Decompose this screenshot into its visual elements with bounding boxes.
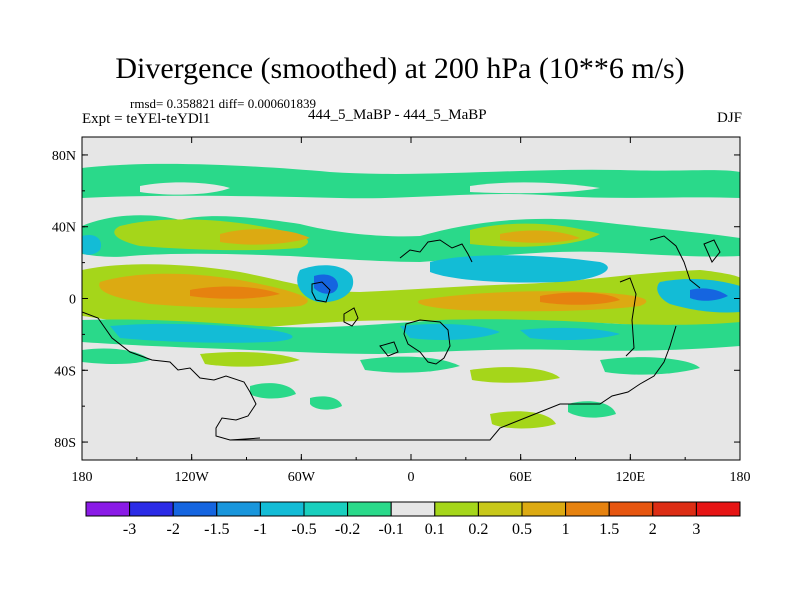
coast-asia-east [649,235,701,289]
patch-south-3 [360,356,460,373]
colorbar-label: 2 [649,521,657,538]
divergence-field [82,137,740,460]
colorbar-swatch [521,501,567,517]
colorbar-label: -3 [123,521,136,538]
patch-south-7 [310,396,342,410]
coast-antarctica-australia [230,325,677,441]
rmsd-diff-stats: rmsd= 0.358821 diff= 0.000601839 [130,96,316,111]
coast-south-america [82,311,261,441]
patch-south-2 [200,352,300,367]
colorbar-labels: -3 -2 -1.5 -1 -0.5 -0.2 -0.1 0.1 0.2 0.5 1 1.5 2 3 [123,521,700,538]
coast-southeast-asia [619,277,637,357]
patch-south-1 [82,348,150,364]
lon-label: 60E [509,470,532,485]
band-subtrop-north-orange-1 [220,229,310,245]
colorbar-swatch [129,501,174,517]
patch-south-8 [490,411,556,429]
coastlines [82,235,721,441]
colorbar-swatch [259,501,305,517]
colorbar-swatch [434,501,479,517]
colorbar-swatch [347,501,392,517]
band-south-blue-3 [520,327,620,341]
colorbar-label: 1.5 [599,521,619,538]
gap-north-2 [470,182,600,194]
colorbar-swatch [565,501,610,517]
coast-island-2 [379,341,399,357]
colorbar-label: 0.5 [512,521,532,538]
band-subtrop-north-orange-2 [500,230,580,243]
colorbar-label: 3 [692,521,700,538]
cell-tropic-blue-3-core [690,288,728,301]
colorbar-swatch [85,501,131,517]
colorbar-label: 0.2 [468,521,488,538]
lat-label: 40S [54,364,76,379]
patch-south-4 [470,367,560,383]
band-south-blue-1 [110,323,293,343]
experiment-label: Expt = teYEl-teYDl1 [82,111,211,127]
lat-label: 0 [69,293,76,308]
coast-island-1 [343,307,359,327]
axis-ticks [81,137,741,460]
lon-label: 0 [408,470,415,485]
patch-south-5 [600,357,700,375]
colorbar-label: -0.2 [335,521,360,538]
colorbar-swatch [695,501,741,517]
band-south-blue-2 [400,324,500,340]
gap-north-1 [140,182,230,195]
band-equator-yellow [82,264,740,331]
map-title: Divergence (smoothed) at 200 hPa (10**6 … [115,52,685,85]
coast-europe [399,239,473,263]
colorbar-swatch [303,501,349,517]
band-equator-red-1 [190,286,280,299]
band-equator-red-2 [540,292,620,305]
cell-edge-blue [82,234,102,255]
cell-tropic-blue-2 [430,255,608,283]
lat-label: 80N [52,149,76,164]
latitude-labels: 80N 40N 0 40S 80S [52,149,76,451]
coast-africa [403,319,451,365]
lon-label: 180 [72,470,93,485]
colorbar-swatch [608,501,654,517]
colorbar-swatch [477,501,523,517]
colorbar-label: 0.1 [425,521,445,538]
colorbar-swatch [652,501,697,517]
coast-central-america [311,281,331,303]
colorbar-swatch [172,501,218,517]
colorbar-label: -1.5 [204,521,229,538]
coast-island-3 [703,239,721,263]
colorbar-label: -2 [167,521,180,538]
colorbar-label: -0.1 [379,521,404,538]
season-label: DJF [716,110,742,126]
longitude-labels: 180 120W 60W 0 60E 120E 180 [72,470,751,485]
colorbar-label: -1 [254,521,267,538]
case-label: 444_5_MaBP - 444_5_MaBP [308,107,487,123]
colorbar-swatch [216,501,261,517]
lon-label: 180 [730,470,751,485]
lon-label: 60W [288,470,316,485]
lon-label: 120E [616,470,646,485]
patch-south-6 [250,383,296,399]
lon-label: 120W [175,470,210,485]
lat-label: 40N [52,221,76,236]
lat-label: 80S [54,436,76,451]
colorbar-label: -0.5 [291,521,316,538]
cell-tropic-blue-1-core [314,274,338,294]
colorbar-swatch [390,501,436,517]
colorbar-label: 1 [562,521,570,538]
colorbar [85,501,741,517]
patch-south-9 [568,401,616,418]
